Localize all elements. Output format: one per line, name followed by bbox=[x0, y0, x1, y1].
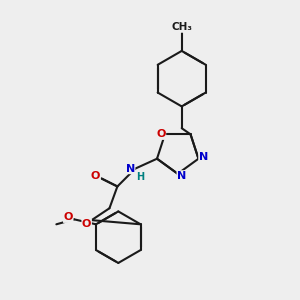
Text: O: O bbox=[82, 219, 92, 229]
Text: O: O bbox=[64, 212, 73, 222]
Text: N: N bbox=[177, 171, 186, 181]
Text: CH₃: CH₃ bbox=[171, 22, 192, 32]
Text: O: O bbox=[156, 129, 166, 139]
Text: N: N bbox=[199, 152, 208, 162]
Text: N: N bbox=[126, 164, 135, 174]
Text: O: O bbox=[91, 171, 100, 181]
Text: H: H bbox=[136, 172, 144, 182]
